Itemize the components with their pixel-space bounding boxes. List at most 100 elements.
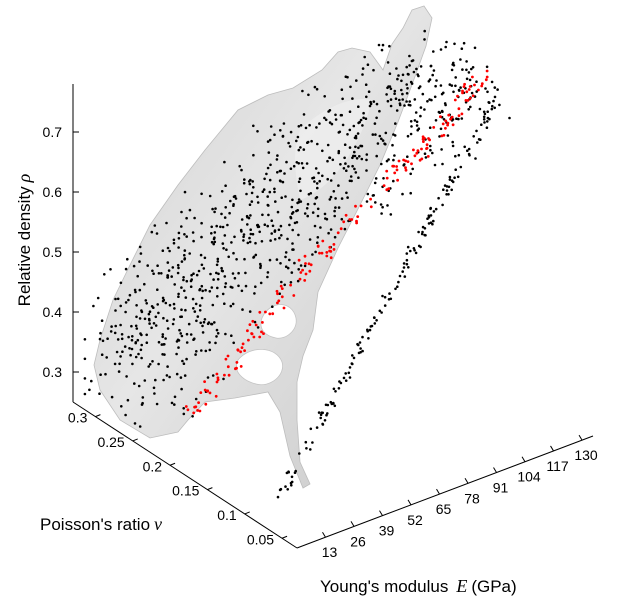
data-point-black: [297, 268, 301, 271]
z-tick-label: 0.6: [43, 184, 63, 200]
data-point-black: [248, 310, 252, 313]
data-point-black: [224, 282, 228, 285]
data-point-black: [239, 228, 243, 232]
data-point-black: [413, 98, 417, 101]
data-point-red: [447, 113, 451, 117]
data-point-black: [192, 239, 195, 243]
x-tick-mark: [578, 434, 583, 441]
data-point-black: [141, 396, 145, 399]
data-point-black: [223, 234, 227, 237]
data-point-black: [288, 145, 292, 148]
data-point-black: [460, 47, 464, 50]
data-point-black: [403, 275, 407, 278]
data-point-black: [233, 276, 237, 280]
data-point-red: [359, 204, 363, 208]
data-point-black: [338, 130, 342, 134]
data-point-black: [220, 190, 224, 193]
data-point-red: [279, 284, 283, 288]
data-point-black: [284, 265, 288, 269]
data-point-red: [444, 119, 448, 123]
data-point-black: [270, 219, 274, 222]
data-point-black: [156, 264, 159, 268]
data-point-black: [301, 89, 304, 93]
data-point-black: [266, 224, 270, 228]
data-point-black: [479, 138, 482, 141]
data-point-black: [259, 262, 262, 266]
data-point-black: [410, 125, 413, 128]
data-point-red: [412, 148, 415, 152]
data-point-red: [468, 97, 472, 100]
data-point-black: [208, 290, 212, 293]
data-point-red: [355, 221, 358, 225]
data-point-black: [182, 276, 185, 279]
data-point-black: [299, 200, 303, 203]
data-point-black: [213, 231, 217, 234]
data-point-black: [127, 298, 130, 302]
data-point-black: [315, 182, 319, 185]
data-point-black: [114, 297, 117, 301]
data-point-red: [473, 83, 476, 87]
data-point-black: [143, 317, 147, 321]
data-point-red: [416, 149, 420, 153]
data-point-black: [228, 211, 231, 215]
data-point-black: [423, 233, 427, 237]
data-point-black: [337, 387, 341, 390]
data-point-black: [431, 151, 434, 155]
data-point-black: [407, 73, 410, 76]
data-point-black: [432, 50, 435, 53]
data-point-red: [397, 159, 401, 163]
data-point-black: [365, 158, 368, 162]
data-point-black: [450, 84, 454, 87]
data-point-black: [289, 130, 293, 134]
data-point-black: [265, 172, 268, 176]
data-point-black: [344, 162, 347, 165]
data-point-black: [96, 296, 100, 300]
data-point-black: [302, 113, 306, 116]
data-point-black: [185, 341, 189, 344]
data-point-black: [231, 302, 235, 306]
data-point-red: [342, 220, 346, 224]
data-point-black: [313, 224, 317, 228]
data-point-black: [343, 227, 347, 231]
data-point-black: [226, 223, 229, 227]
data-point-black: [467, 108, 471, 111]
data-point-red: [236, 348, 240, 352]
data-point-black: [415, 120, 419, 124]
data-point-black: [200, 235, 203, 239]
data-point-black: [340, 88, 344, 91]
data-point-red: [442, 133, 446, 137]
data-point-black: [261, 190, 265, 193]
data-point-black: [248, 240, 252, 244]
data-point-black: [388, 85, 392, 88]
data-point-black: [179, 332, 182, 335]
data-point-black: [381, 205, 384, 209]
data-point-black: [451, 144, 455, 148]
data-point-black: [201, 331, 205, 334]
data-point-red: [450, 115, 454, 119]
x-tick-label: 117: [546, 458, 569, 474]
data-point-black: [250, 200, 254, 203]
data-point-black: [409, 80, 413, 84]
data-point-black: [314, 167, 318, 170]
data-point-black: [163, 343, 166, 346]
data-point-black: [326, 143, 330, 147]
data-point-black: [291, 248, 294, 251]
data-point-black: [284, 251, 288, 254]
data-point-black: [439, 127, 443, 131]
data-point-black: [168, 375, 171, 379]
data-point-black: [380, 162, 383, 166]
data-point-red: [463, 82, 466, 86]
data-point-black: [313, 202, 317, 206]
data-point-black: [202, 267, 206, 270]
data-point-black: [426, 217, 429, 220]
data-point-black: [273, 238, 277, 241]
data-point-black: [271, 305, 274, 309]
data-point-black: [382, 177, 385, 180]
data-point-black: [216, 257, 220, 261]
data-point-black: [285, 160, 288, 164]
data-point-black: [375, 102, 379, 106]
data-point-black: [442, 118, 446, 121]
data-point-black: [210, 232, 213, 235]
data-point-red: [235, 366, 238, 370]
